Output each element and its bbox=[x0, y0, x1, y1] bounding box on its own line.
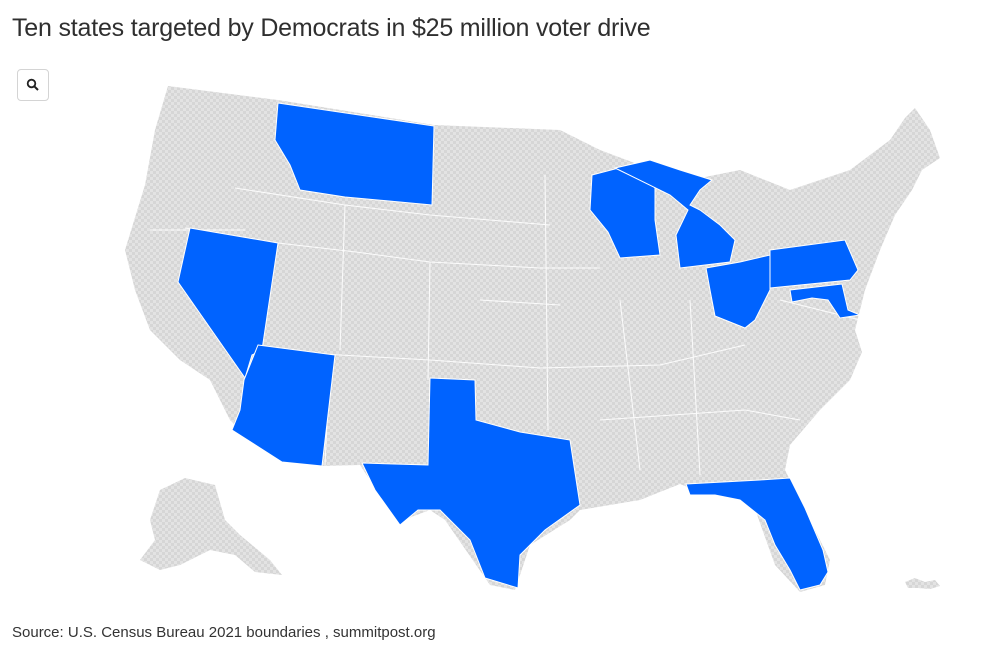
zoom-button[interactable] bbox=[17, 69, 49, 101]
search-icon bbox=[26, 78, 39, 91]
state-texas[interactable] bbox=[361, 377, 581, 589]
state-ohio[interactable] bbox=[705, 254, 771, 329]
source-note: Source: U.S. Census Bureau 2021 boundari… bbox=[12, 624, 436, 641]
state-michigan[interactable] bbox=[613, 159, 736, 269]
state-nevada[interactable] bbox=[177, 227, 279, 380]
state-arizona[interactable] bbox=[231, 344, 336, 467]
hawaii bbox=[905, 578, 940, 589]
state-montana[interactable] bbox=[274, 102, 435, 206]
alaska bbox=[140, 478, 282, 575]
chart-title: Ten states targeted by Democrats in $25 … bbox=[12, 14, 651, 42]
state-pennsylvania[interactable] bbox=[769, 239, 859, 289]
state-florida[interactable] bbox=[685, 477, 829, 591]
us-background bbox=[125, 86, 940, 592]
state-maryland[interactable] bbox=[789, 283, 862, 319]
